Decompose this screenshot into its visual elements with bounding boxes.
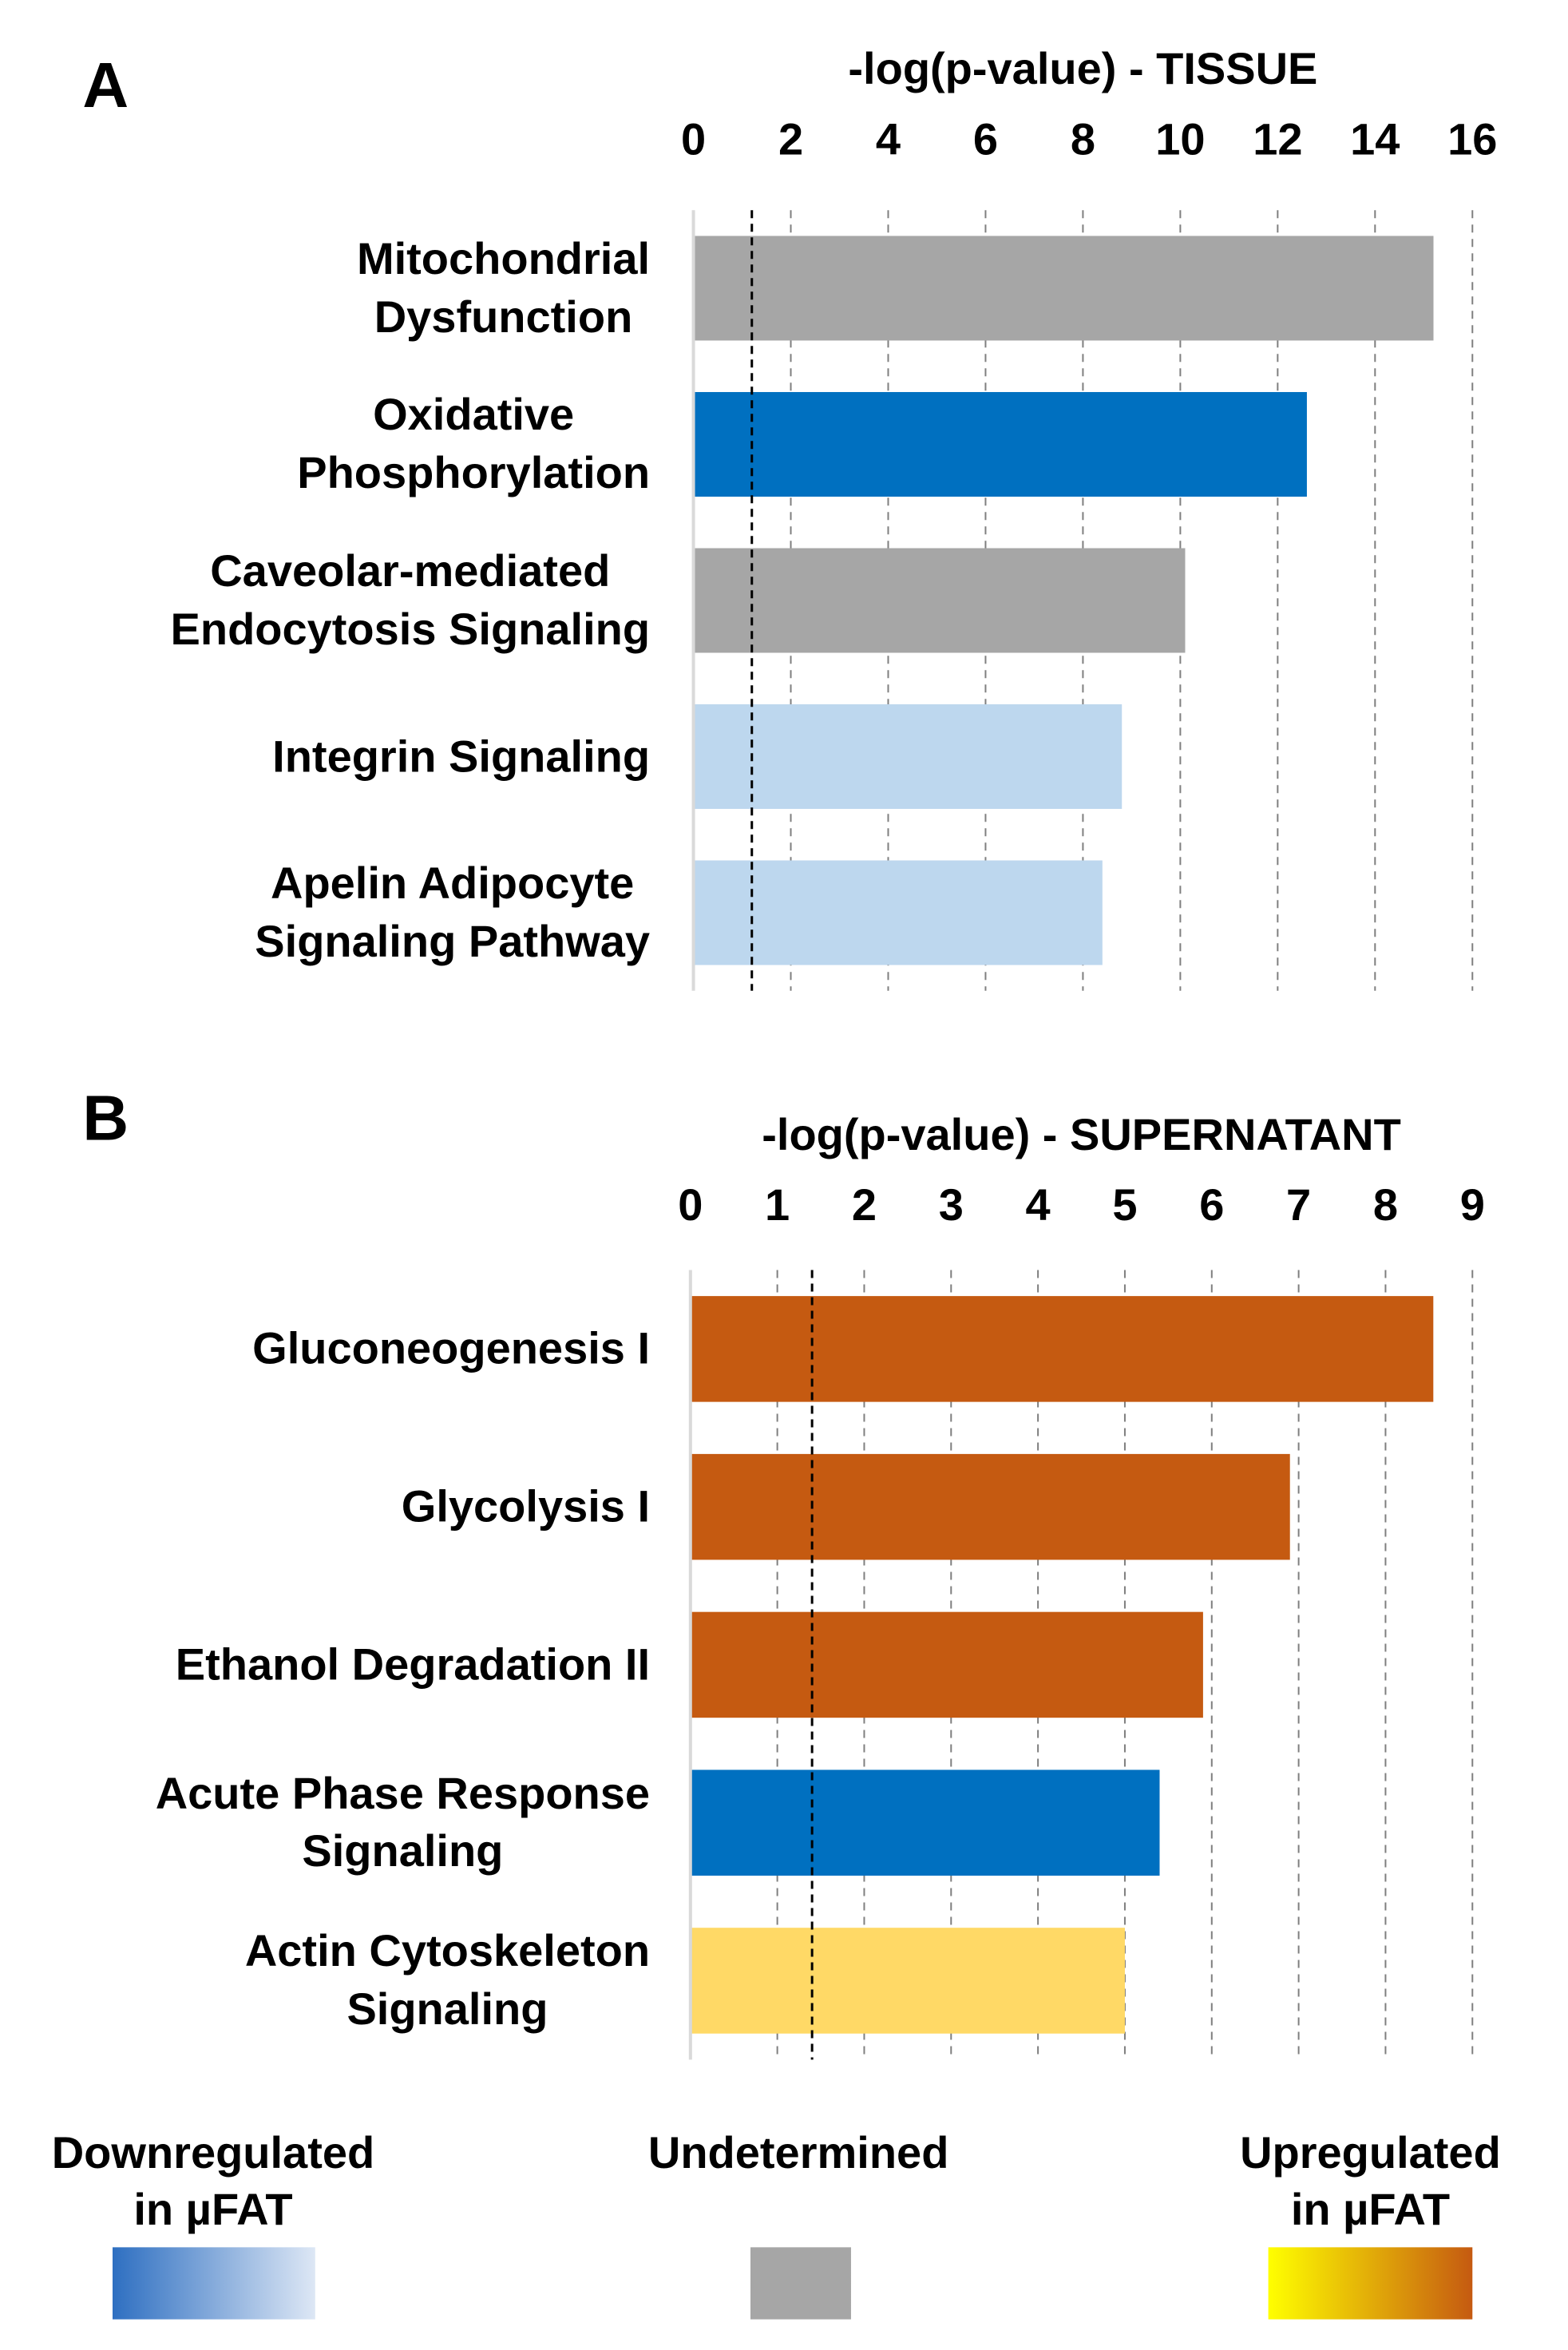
category-label: Caveolar-mediated Endocytosis Signaling [170, 545, 651, 654]
bar [693, 236, 1434, 341]
bar [693, 548, 1186, 653]
x-tick-label: 0 [678, 1179, 703, 1230]
x-tick-label: 4 [1026, 1179, 1051, 1230]
bar [690, 1453, 1290, 1560]
bar [693, 860, 1103, 965]
bar [690, 1769, 1160, 1876]
x-tick-label: 8 [1373, 1179, 1398, 1230]
legend-label: Upregulated in µFAT [1240, 2127, 1501, 2235]
x-tick-label: 16 [1447, 113, 1497, 164]
axis-title: -log(p-value) - SUPERNATANT [762, 1109, 1401, 1159]
bar [693, 704, 1123, 810]
x-tick-label: 12 [1253, 113, 1302, 164]
x-tick-label: 6 [973, 113, 998, 164]
x-tick-label: 8 [1071, 113, 1095, 164]
panel-letter: A [82, 50, 129, 121]
panel-letter: B [82, 1082, 129, 1153]
legend-swatch [1268, 2247, 1473, 2320]
category-label: Glycolysis I [401, 1480, 651, 1532]
category-label: Oxidative Phosphorylation [297, 389, 651, 498]
x-tick-label: 14 [1350, 113, 1400, 164]
x-tick-label: 2 [852, 1179, 877, 1230]
x-tick-label: 6 [1199, 1179, 1224, 1230]
x-tick-label: 4 [876, 113, 901, 164]
bar [690, 1928, 1125, 2034]
axis-title: -log(p-value) - TISSUE [848, 43, 1317, 93]
category-label: Acute Phase Response Signaling [155, 1767, 651, 1876]
bar [690, 1296, 1434, 1402]
legend-label: Downregulated in µFAT [51, 2127, 375, 2235]
legend-swatch [113, 2247, 315, 2320]
x-tick-label: 5 [1112, 1179, 1137, 1230]
category-label: Gluconeogenesis I [252, 1322, 651, 1373]
x-tick-label: 0 [681, 113, 706, 164]
x-tick-label: 1 [765, 1179, 790, 1230]
bar [690, 1611, 1203, 1718]
category-label: Apelin Adipocyte Signaling Pathway [255, 858, 651, 967]
legend-swatch [750, 2247, 851, 2320]
category-label: Mitochondrial Dysfunction [356, 233, 651, 342]
x-tick-label: 7 [1286, 1179, 1311, 1230]
category-label: Actin Cytoskeleton Signaling [244, 1925, 651, 2035]
x-tick-label: 2 [778, 113, 803, 164]
bar [693, 391, 1307, 497]
legend-label: Undetermined [647, 2127, 949, 2178]
x-tick-label: 10 [1155, 113, 1205, 164]
category-label: Integrin Signaling [272, 731, 651, 782]
x-tick-label: 9 [1460, 1179, 1485, 1230]
x-tick-label: 3 [939, 1179, 964, 1230]
category-label: Ethanol Degradation II [175, 1639, 651, 1690]
